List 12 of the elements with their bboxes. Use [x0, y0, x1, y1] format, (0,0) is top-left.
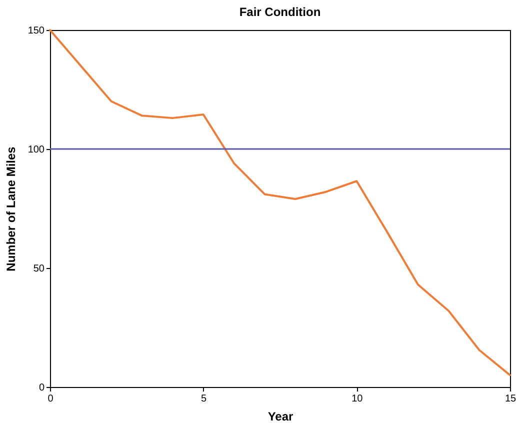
y-tick-label: 150 — [28, 26, 45, 36]
chart-title: Fair Condition — [239, 5, 321, 19]
y-axis-title: Number of Lane Miles — [4, 146, 18, 272]
x-tick-label: 15 — [504, 394, 516, 404]
x-tick-label: 5 — [201, 394, 208, 404]
y-tick-label: 0 — [38, 382, 45, 394]
y-tick-label: 50 — [33, 264, 45, 274]
x-axis-title: Year — [268, 410, 294, 423]
line-series — [49, 29, 511, 376]
x-tick-label: 0 — [48, 394, 54, 404]
x-tick-label: 10 — [352, 394, 364, 404]
y-tick-label: 100 — [28, 144, 45, 156]
